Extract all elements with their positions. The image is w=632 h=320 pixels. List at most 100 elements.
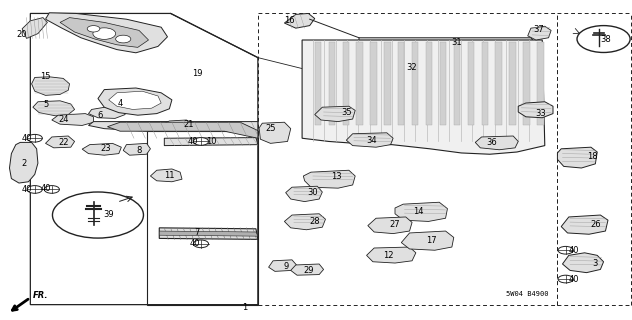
Polygon shape <box>164 138 258 146</box>
Polygon shape <box>475 136 518 150</box>
Polygon shape <box>412 42 418 125</box>
Polygon shape <box>562 253 604 273</box>
Text: 23: 23 <box>101 144 111 153</box>
Circle shape <box>193 240 209 248</box>
Polygon shape <box>367 247 416 263</box>
Text: 40: 40 <box>21 134 32 143</box>
Polygon shape <box>284 13 315 28</box>
Text: 32: 32 <box>407 63 417 72</box>
Text: 34: 34 <box>367 136 377 145</box>
Text: 16: 16 <box>284 16 295 25</box>
Polygon shape <box>46 13 167 53</box>
Polygon shape <box>537 42 544 125</box>
Circle shape <box>116 35 131 43</box>
Polygon shape <box>482 42 488 125</box>
Polygon shape <box>398 42 404 125</box>
Text: 17: 17 <box>426 236 436 245</box>
Text: 13: 13 <box>331 172 341 181</box>
Text: 14: 14 <box>413 207 423 216</box>
Polygon shape <box>286 186 322 202</box>
Text: 4: 4 <box>118 100 123 108</box>
Text: 26: 26 <box>590 220 600 229</box>
Circle shape <box>558 246 573 254</box>
Circle shape <box>27 186 42 193</box>
Polygon shape <box>315 42 321 125</box>
Text: 9: 9 <box>283 262 288 271</box>
Polygon shape <box>98 88 172 115</box>
Circle shape <box>44 186 59 193</box>
Polygon shape <box>109 91 161 109</box>
Text: 2: 2 <box>21 159 27 168</box>
Polygon shape <box>259 122 291 143</box>
Polygon shape <box>9 142 38 183</box>
Polygon shape <box>303 170 355 188</box>
Text: 31: 31 <box>451 38 461 47</box>
Text: 8: 8 <box>137 146 142 155</box>
Text: 19: 19 <box>192 69 202 78</box>
Text: 1: 1 <box>243 303 248 312</box>
Text: 12: 12 <box>384 251 394 260</box>
Polygon shape <box>22 18 47 38</box>
Text: 18: 18 <box>588 152 598 161</box>
Text: 22: 22 <box>58 138 68 147</box>
Text: 28: 28 <box>310 217 320 226</box>
Polygon shape <box>302 40 545 154</box>
Circle shape <box>52 192 143 238</box>
Text: 40: 40 <box>21 185 32 194</box>
Polygon shape <box>368 217 412 234</box>
Text: 5W04 B4900: 5W04 B4900 <box>506 291 548 297</box>
Polygon shape <box>523 42 530 125</box>
Polygon shape <box>88 106 125 118</box>
Polygon shape <box>88 122 258 131</box>
Polygon shape <box>159 231 258 236</box>
Polygon shape <box>495 42 502 125</box>
Text: 29: 29 <box>303 266 313 275</box>
Polygon shape <box>528 26 551 40</box>
Polygon shape <box>32 77 70 95</box>
Polygon shape <box>284 214 325 230</box>
Text: 11: 11 <box>164 171 174 180</box>
Text: 5: 5 <box>43 100 48 109</box>
Text: 40: 40 <box>40 184 51 193</box>
Text: 35: 35 <box>341 108 351 117</box>
Polygon shape <box>291 264 324 275</box>
Text: 39: 39 <box>104 210 114 219</box>
Polygon shape <box>561 215 608 234</box>
Polygon shape <box>123 143 150 155</box>
Polygon shape <box>509 42 516 125</box>
Text: 33: 33 <box>535 109 546 118</box>
Polygon shape <box>150 169 182 182</box>
Text: 40: 40 <box>569 275 579 284</box>
Text: 20: 20 <box>16 30 27 39</box>
Polygon shape <box>468 42 474 125</box>
Text: 3: 3 <box>593 259 598 268</box>
Text: 24: 24 <box>58 115 68 124</box>
Text: 40: 40 <box>569 246 579 255</box>
Circle shape <box>558 275 573 283</box>
Text: 37: 37 <box>533 25 544 34</box>
Polygon shape <box>82 143 121 155</box>
Text: 7: 7 <box>195 228 200 237</box>
Polygon shape <box>159 228 258 239</box>
Polygon shape <box>46 136 75 148</box>
Polygon shape <box>60 18 149 47</box>
Text: 40: 40 <box>190 239 200 248</box>
Circle shape <box>27 134 42 142</box>
Polygon shape <box>454 42 460 125</box>
Circle shape <box>87 26 100 32</box>
Text: 40: 40 <box>188 137 198 146</box>
Text: 38: 38 <box>600 35 611 44</box>
Polygon shape <box>557 147 597 168</box>
Text: 15: 15 <box>40 72 51 81</box>
Polygon shape <box>518 102 553 118</box>
Polygon shape <box>359 38 536 45</box>
Polygon shape <box>384 42 391 125</box>
Polygon shape <box>343 42 349 125</box>
Text: 36: 36 <box>486 138 497 147</box>
Polygon shape <box>33 101 75 116</box>
Polygon shape <box>356 42 363 125</box>
Polygon shape <box>346 133 393 147</box>
Text: 30: 30 <box>308 188 318 197</box>
Text: 27: 27 <box>390 220 400 229</box>
Circle shape <box>193 138 209 145</box>
